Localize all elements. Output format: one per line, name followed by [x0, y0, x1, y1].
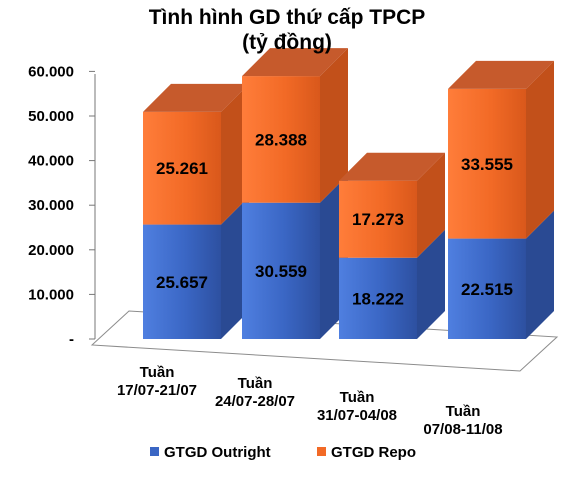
category-label: Tuần 17/07-21/07 [117, 364, 197, 399]
bar-side-face [417, 229, 445, 339]
bar-side-face [417, 152, 445, 258]
bar-front-face [448, 88, 526, 239]
y-tick-label: 20.000 [28, 242, 74, 259]
data-label: 17.273 [352, 210, 404, 229]
bar-segment-repo [242, 48, 348, 203]
legend-label: GTGD Repo [331, 444, 416, 461]
bar-top-face [339, 152, 445, 181]
bar-segment-repo [448, 60, 554, 239]
bar-segment-outright [143, 196, 249, 339]
legend-swatch [150, 447, 159, 456]
data-label: 30.559 [255, 262, 307, 281]
bar-front-face [448, 238, 526, 339]
data-label: 25.261 [156, 159, 208, 178]
bar-top-face [143, 83, 249, 112]
bar-segment-repo [339, 152, 445, 258]
data-label: 18.222 [352, 289, 404, 308]
bar-front-face [242, 202, 320, 339]
bar-segment-outright [339, 229, 445, 339]
data-label: 25.657 [156, 273, 208, 292]
bar-segment-repo [143, 83, 249, 225]
bar-front-face [339, 257, 417, 339]
legend-swatch [317, 447, 326, 456]
chart-title-line-2: (tỷ đồng) [242, 31, 332, 54]
bar-top-face [242, 48, 348, 77]
data-label: 28.388 [255, 130, 307, 149]
data-label: 33.555 [461, 155, 513, 174]
y-tick-label: - [69, 331, 74, 348]
bar-side-face [526, 210, 554, 339]
chart-title-line-1: Tình hình GD thứ cấp TPCP [149, 6, 426, 29]
bar-front-face [143, 111, 221, 225]
bar-top-face [448, 60, 554, 89]
bar-side-face [526, 60, 554, 239]
category-label: Tuần 31/07-04/08 [317, 389, 397, 424]
y-tick-label: 40.000 [28, 153, 74, 170]
category-label: Tuần 24/07-28/07 [215, 375, 295, 410]
y-tick-label: 60.000 [28, 63, 74, 80]
y-tick-label: 50.000 [28, 108, 74, 125]
bar-side-face [320, 48, 348, 203]
bar-front-face [242, 76, 320, 203]
y-tick-label: 30.000 [28, 197, 74, 214]
bar-front-face [143, 224, 221, 339]
category-label: Tuần 07/08-11/08 [423, 403, 502, 438]
legend-label: GTGD Outright [164, 444, 271, 461]
bar-segment-outright [448, 210, 554, 339]
y-tick-label: 10.000 [28, 286, 74, 303]
data-label: 22.515 [461, 280, 513, 299]
bar-front-face [339, 180, 417, 258]
